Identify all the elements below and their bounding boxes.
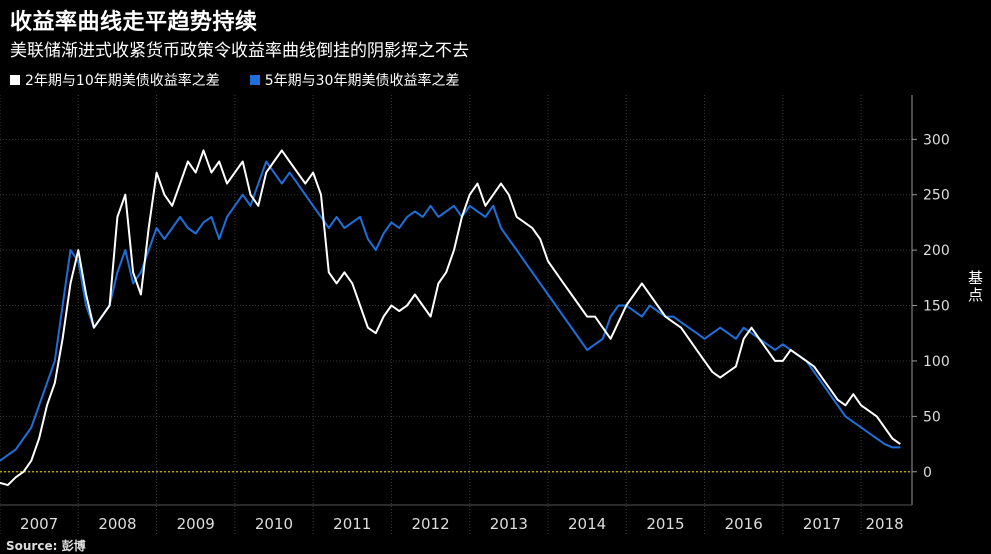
x-tick-label: 2013 — [490, 515, 528, 533]
x-tick-label: 2010 — [255, 515, 293, 533]
x-tick-label: 2011 — [333, 515, 371, 533]
y-tick-label: 0 — [923, 465, 932, 481]
x-tick-label: 2008 — [98, 515, 136, 533]
chart-subtitle: 美联储渐进式收紧货币政策令收益率曲线倒挂的阴影挥之不去 — [10, 41, 469, 61]
legend: 2年期与10年期美债收益率之差 5年期与30年期美债收益率之差 — [10, 70, 459, 90]
x-tick-label: 2007 — [20, 515, 58, 533]
legend-item-5y30y: 5年期与30年期美债收益率之差 — [249, 70, 460, 90]
y-tick-label: 50 — [923, 409, 941, 425]
y-tick-label: 200 — [923, 243, 950, 259]
x-tick-label: 2012 — [411, 515, 449, 533]
chart-title: 收益率曲线走平趋势持续 — [10, 10, 258, 35]
legend-swatch-5y30y — [249, 75, 260, 85]
x-tick-label: 2014 — [568, 515, 606, 533]
x-tick-label: 2015 — [646, 515, 684, 533]
x-tick-label: 2017 — [803, 515, 841, 533]
legend-swatch-2y10y — [10, 75, 20, 85]
y-tick-label: 100 — [923, 354, 950, 370]
y-tick-label: 150 — [923, 299, 950, 315]
x-tick-label: 2009 — [177, 515, 215, 533]
x-tick-label: 2016 — [725, 515, 763, 533]
legend-label-5y30y: 5年期与30年期美债收益率之差 — [264, 73, 460, 89]
series-line-5y30y — [0, 160, 901, 462]
legend-item-2y10y: 2年期与10年期美债收益率之差 — [10, 70, 220, 90]
y-tick-label: 300 — [923, 132, 950, 148]
source-note: Source: 彭博 — [6, 539, 86, 553]
series-line-2y10y — [0, 149, 901, 487]
y-tick-label: 250 — [923, 188, 950, 204]
legend-label-2y10y: 2年期与10年期美债收益率之差 — [25, 73, 220, 89]
y-axis-label: 基点 — [968, 269, 984, 304]
x-tick-label: 2018 — [866, 515, 904, 533]
